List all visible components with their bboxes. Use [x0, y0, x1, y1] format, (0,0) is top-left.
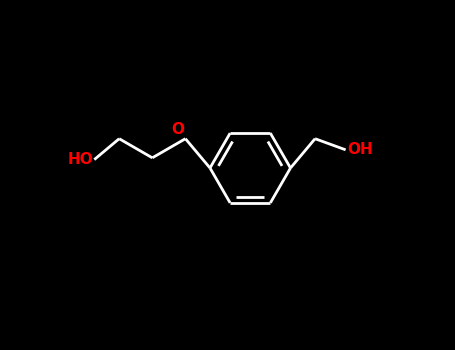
Text: HO: HO — [67, 152, 93, 167]
Text: OH: OH — [347, 142, 373, 157]
Text: O: O — [171, 122, 184, 137]
